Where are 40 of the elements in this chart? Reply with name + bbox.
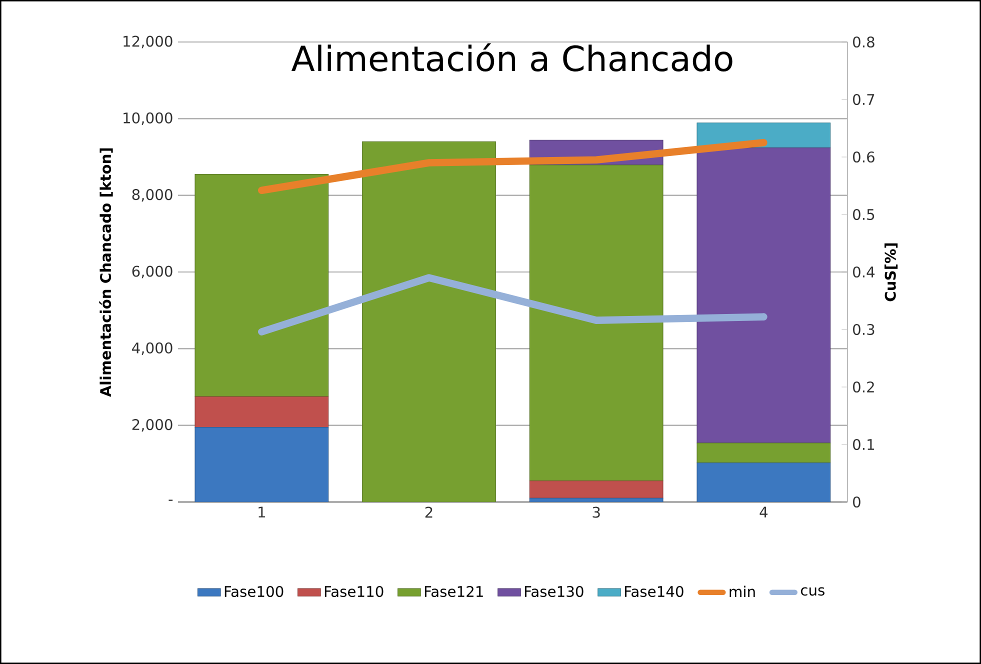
y-tick-label: 12,000 <box>124 36 172 48</box>
y2-tick-label: 0.5 <box>853 208 874 220</box>
y2-tick-label: 0.7 <box>853 94 874 106</box>
y-tick-label: 4,000 <box>132 342 172 355</box>
y2-tick-label: 0.6 <box>853 151 874 163</box>
y-tick-label: 10,000 <box>124 112 172 125</box>
bar <box>194 174 329 397</box>
y2-tick-label: 0.2 <box>853 381 874 393</box>
x-tick-label: 4 <box>760 506 768 518</box>
bar <box>194 396 329 428</box>
x-tick-label: 3 <box>592 506 600 518</box>
y2-tick-label: 0.1 <box>853 438 874 450</box>
bar <box>696 442 831 464</box>
y-axis-title: Alimentación Chancado [kton] <box>99 148 113 397</box>
legend-label: Fase121 <box>424 586 483 598</box>
y2-axis-title: CuS[%] <box>884 243 898 302</box>
y2-tick-label: 0.4 <box>853 266 875 278</box>
bar <box>529 480 664 498</box>
y2-tick-label: 0 <box>853 496 860 508</box>
x-tick-label: 2 <box>425 506 432 518</box>
legend-label: Fase130 <box>525 586 584 598</box>
y-tick-label: 6,000 <box>132 266 172 278</box>
bar <box>696 148 831 444</box>
y2-tick-label: 0.3 <box>853 324 874 336</box>
bar <box>696 462 831 502</box>
legend-label: Fase110 <box>324 586 384 598</box>
legend-label: cus <box>800 587 824 596</box>
bar <box>529 498 664 502</box>
bar <box>194 426 329 502</box>
x-tick-label: 1 <box>258 506 265 518</box>
y2-tick-label: 0.8 <box>853 36 874 48</box>
y-tick-label: 8,000 <box>132 189 172 202</box>
legend-label: Fase140 <box>625 586 684 598</box>
legend-label: Fase100 <box>224 586 284 598</box>
bar <box>362 141 496 502</box>
y-tick-label: - <box>168 500 173 501</box>
bar <box>529 164 664 482</box>
chart-title: Alimentación a Chancado <box>291 43 732 72</box>
y-tick-label: 2,000 <box>132 419 172 432</box>
legend-label: min <box>730 586 755 597</box>
